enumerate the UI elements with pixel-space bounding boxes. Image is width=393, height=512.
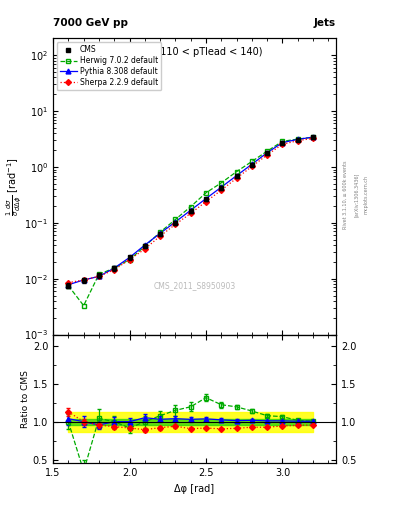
Text: Rivet 3.1.10, ≥ 600k events: Rivet 3.1.10, ≥ 600k events bbox=[343, 160, 348, 229]
Y-axis label: Ratio to CMS: Ratio to CMS bbox=[21, 370, 30, 428]
Legend: CMS, Herwig 7.0.2 default, Pythia 8.308 default, Sherpa 2.2.9 default: CMS, Herwig 7.0.2 default, Pythia 8.308 … bbox=[57, 42, 161, 90]
Text: Δφ(jj) (110 < pTlead < 140): Δφ(jj) (110 < pTlead < 140) bbox=[127, 47, 262, 57]
Text: 7000 GeV pp: 7000 GeV pp bbox=[53, 18, 128, 28]
Text: [arXiv:1306.3436]: [arXiv:1306.3436] bbox=[354, 173, 359, 217]
Text: Jets: Jets bbox=[314, 18, 336, 28]
Y-axis label: $\frac{1}{\sigma}\frac{d\sigma}{d\Delta\phi}$ [rad$^{-1}$]: $\frac{1}{\sigma}\frac{d\sigma}{d\Delta\… bbox=[4, 157, 23, 216]
X-axis label: Δφ [rad]: Δφ [rad] bbox=[174, 484, 215, 494]
Text: mcplots.cern.ch: mcplots.cern.ch bbox=[364, 175, 369, 214]
Text: CMS_2011_S8950903: CMS_2011_S8950903 bbox=[153, 281, 236, 290]
